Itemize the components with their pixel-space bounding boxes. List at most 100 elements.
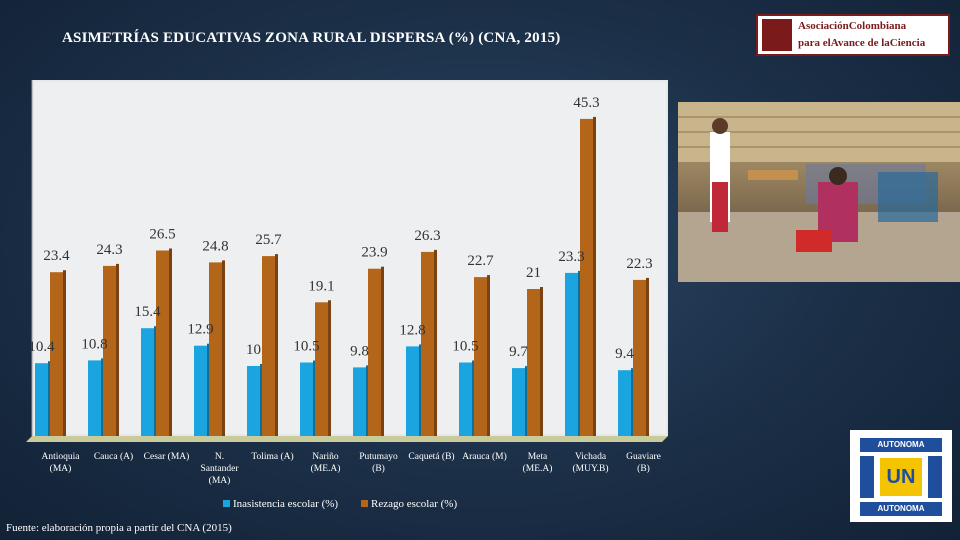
source-note: Fuente: elaboración propia a partir del … [6,522,232,534]
category-label: Vichada [575,452,607,462]
category-label: Tolima (A) [251,451,293,462]
bar-inasistencia-side [260,364,263,436]
value-label-inasistencia: 10.5 [452,339,478,355]
bar-inasistencia-side [101,358,104,436]
legend-label-rezago: Rezago escolar (%) [371,498,457,510]
universidad-autonoma-logo: AUTONOMA UN AUTONOMA [850,430,952,522]
value-label-inasistencia: 12.8 [399,322,425,338]
value-label-rezago: 45.3 [573,95,599,111]
bar-rezago [580,118,593,437]
bar-rezago-side [381,266,384,436]
acac-logo-line2: para elAvance de laCiencia [798,37,926,49]
bar-inasistencia [512,368,525,436]
category-label: Santander [201,464,240,474]
bar-inasistencia [88,360,101,436]
bar-rezago [633,279,646,436]
category-label: (ME.A) [523,463,553,474]
bar-rezago [315,302,328,436]
bar-rezago [474,277,487,436]
category-label: Nariño [312,452,339,462]
uni-logo-side-left [860,456,874,498]
bar-inasistencia [618,370,631,436]
bar-rezago-side [540,287,543,436]
acac-logo: AsociaciónColombiana para elAvance de la… [756,14,950,56]
category-label: (B) [637,463,650,474]
value-label-inasistencia: 12.9 [187,322,213,338]
value-label-inasistencia: 23.3 [558,249,584,265]
bar-inasistencia-side [578,270,581,436]
plot-background [26,80,668,442]
bar-rezago [368,268,381,436]
category-label: Guaviare [626,452,661,462]
value-label-rezago: 24.8 [202,238,228,254]
bar-inasistencia [141,328,154,436]
category-label: (ME.A) [311,463,341,474]
value-label-inasistencia: 10 [246,342,261,358]
acac-logo-line1: AsociaciónColombiana [798,20,907,32]
plot-floor [26,436,668,442]
bar-rezago-side [646,277,649,436]
bar-inasistencia-side [419,344,422,436]
value-label-rezago: 23.4 [43,248,70,264]
value-label-rezago: 26.3 [414,228,440,244]
uni-logo-side-right [928,456,942,498]
bar-inasistencia [247,366,260,436]
bar-inasistencia [353,367,366,436]
plot-panel-inner [34,82,666,434]
bar-rezago [50,272,63,436]
bar-inasistencia-side [525,366,528,436]
value-label-inasistencia: 15.4 [134,304,161,320]
category-label: Cesar (MA) [144,451,190,462]
value-label-inasistencia: 9.4 [615,346,634,362]
bar-rezago-side [434,249,437,436]
bar-inasistencia-side [313,360,316,436]
category-label: Cauca (A) [94,451,133,462]
bar-rezago [262,256,275,436]
category-label: Arauca (M) [462,451,507,462]
category-label: (MA) [50,463,72,474]
category-label: Caquetá (B) [408,451,454,462]
category-label: Putumayo [359,452,398,462]
bar-rezago-side [63,270,66,436]
value-label-rezago: 22.3 [626,256,652,272]
category-label: Meta [528,452,548,462]
value-label-inasistencia: 10.4 [28,339,55,355]
value-label-rezago: 24.3 [96,242,122,258]
classroom-photo [678,102,960,282]
value-label-inasistencia: 10.8 [81,336,107,352]
value-label-inasistencia: 9.8 [350,343,369,359]
bar-inasistencia-side [154,326,157,436]
bar-inasistencia [406,346,419,436]
value-labels-group: 10.4 23.4 10.8 24.3 15.4 26.5 12.9 24.8 10 25.7 10… [28,95,652,362]
bar-inasistencia-side [48,361,51,436]
acac-logo-mark [762,19,792,51]
value-label-rezago: 21 [526,265,541,281]
bar-rezago-side [222,260,225,436]
value-label-inasistencia: 10.5 [293,339,319,355]
legend: Inasistencia escolar (%) Rezago escolar (… [223,498,457,510]
bar-inasistencia [300,362,313,436]
uni-logo-center: UN [880,458,922,496]
chart-title: ASIMETRÍAS EDUCATIVAS ZONA RURAL DISPERS… [62,30,561,46]
bar-inasistencia [565,272,578,436]
category-label: Antioquia [42,452,81,462]
category-label: (B) [372,463,385,474]
bar-inasistencia-side [631,368,634,436]
bar-inasistencia [35,363,48,436]
category-labels-group: Antioquia(MA) Cauca (A) Cesar (MA) N. Santan… [42,451,661,486]
bar-rezago-side [169,248,172,436]
uni-logo-top: AUTONOMA [860,438,942,452]
category-label: (MUY.B) [573,463,609,474]
value-label-rezago: 23.9 [361,245,387,261]
bar-rezago [156,250,169,436]
bar-inasistencia-side [207,343,210,436]
bar-rezago [103,265,116,436]
value-label-rezago: 19.1 [308,278,334,294]
bar-inasistencia-side [472,360,475,436]
bar-rezago [421,251,434,436]
bar-inasistencia [194,345,207,436]
legend-swatch-rezago [361,500,368,507]
uni-logo-bottom: AUTONOMA [860,502,942,516]
category-label: N. [215,452,224,462]
